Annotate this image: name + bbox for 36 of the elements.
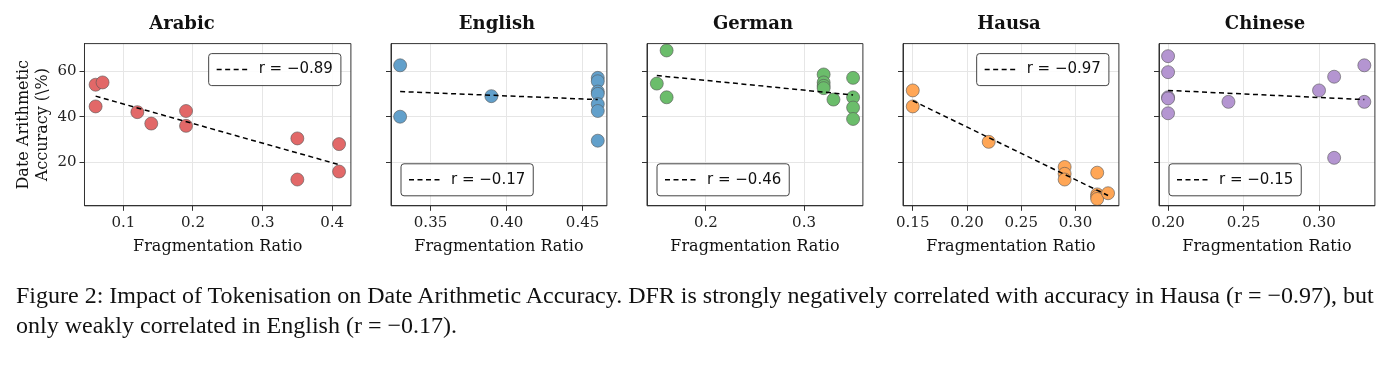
x-tick-label: 0.25 — [1226, 212, 1261, 231]
x-tick-label: 0.40 — [489, 212, 524, 231]
x-tick-label: 0.20 — [1151, 212, 1185, 231]
x-tick-label: 0.20 — [950, 212, 984, 231]
legend-label: r = −0.97 — [1026, 59, 1101, 78]
y-axis-title: Date Arithmetic Accuracy (\%) — [12, 59, 51, 190]
x-axis-title: Fragmentation Ratio — [670, 235, 840, 255]
y-tick-label: 60 — [57, 60, 77, 79]
x-tick-label: 0.3 — [250, 212, 275, 231]
x-axis-title: Fragmentation Ratio — [926, 235, 1096, 255]
x-tick-label: 0.35 — [413, 212, 448, 231]
x-tick-label: 0.4 — [320, 212, 345, 231]
chart-title: Arabic — [148, 12, 215, 34]
legend-label: r = −0.89 — [258, 59, 333, 78]
x-axis-title: Fragmentation Ratio — [1182, 235, 1352, 255]
caption: Figure 2: Impact of Tokenisation on Date Arithmetic Accuracy. DFR is strongly negatively correlated with accuracy in Hausa (r = −0.97), but only weakly correlated in English (r = −0.17). — [15, 281, 1375, 340]
legend-label: r = −0.17 — [451, 169, 526, 188]
y-tick-label: 40 — [57, 106, 77, 125]
x-tick-label: 0.15 — [896, 212, 930, 231]
x-axis-title: Fragmentation Ratio — [414, 235, 584, 255]
x-tick-label: 0.25 — [1004, 212, 1038, 231]
chart-title: Chinese — [1224, 12, 1306, 34]
chart-title: Hausa — [977, 12, 1042, 34]
legend-label: r = −0.46 — [707, 169, 782, 188]
chart-title: German — [712, 12, 794, 34]
x-tick-label: 0.2 — [693, 212, 718, 231]
x-tick-label: 0.1 — [111, 212, 136, 231]
x-tick-label: 0.30 — [1302, 212, 1336, 231]
chart-title: English — [458, 12, 536, 34]
x-tick-label: 0.3 — [792, 212, 816, 231]
legend-label: r = −0.15 — [1219, 169, 1294, 188]
x-tick-label: 0.45 — [565, 212, 600, 231]
x-tick-label: 0.30 — [1058, 212, 1093, 231]
x-axis-title: Fragmentation Ratio — [133, 235, 303, 255]
y-tick-label: 20 — [57, 152, 77, 171]
x-tick-label: 0.2 — [181, 212, 205, 231]
